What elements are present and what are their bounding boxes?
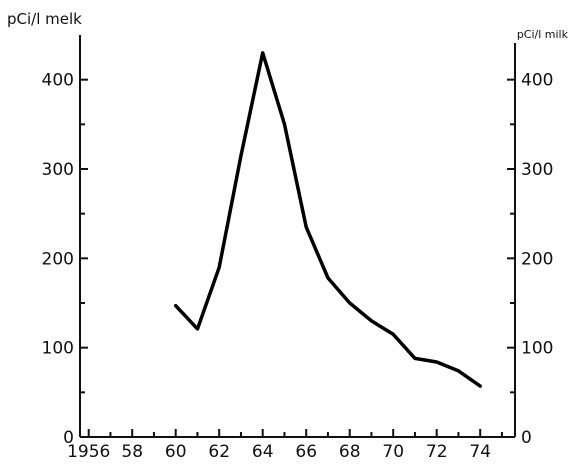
axes [79,35,516,438]
right-y-tick-label: 100 [521,339,553,359]
x-tick-label: 74 [469,442,491,462]
x-tick-label: 58 [121,442,143,462]
right-y-tick-label: 0 [521,428,532,448]
ticks [80,78,515,438]
right-y-tick-label: 300 [521,160,553,180]
tick-labels: 0 0 100 100 200 200 300 300 400 400 1956 58 60 62 64 66… [42,71,554,462]
x-tick-label: 66 [295,442,317,462]
series-group [173,51,482,388]
left-y-tick-label: 300 [42,160,74,180]
right-axis-label: pCi/l milk [517,28,569,41]
right-y-tick-label: 200 [521,249,553,269]
left-y-tick-label: 200 [42,249,74,269]
left-y-tick-label: 100 [42,339,74,359]
x-tick-label: 72 [426,442,448,462]
x-tick-label: 62 [208,442,230,462]
left-axis-label: pCi/l melk [7,10,82,28]
right-y-tick-label: 400 [521,71,553,91]
x-tick-label: 60 [165,442,187,462]
x-tick-label: 1956 [67,442,110,462]
series-line [173,51,482,388]
left-y-tick-label: 0 [63,428,74,448]
x-tick-label: 64 [252,442,274,462]
left-y-tick-label: 400 [42,71,74,91]
x-tick-label: 70 [382,442,404,462]
x-tick-label: 68 [339,442,361,462]
